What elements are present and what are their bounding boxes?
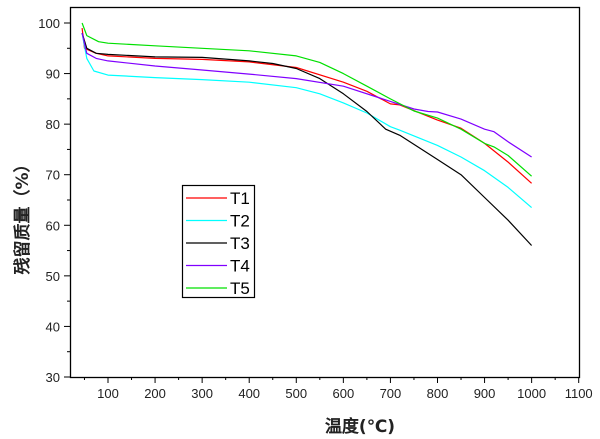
series-line-t3 xyxy=(81,32,533,246)
x-axis-label: 温度(℃) xyxy=(325,416,395,437)
series-line-t1 xyxy=(81,28,533,184)
y-tick-label: 70 xyxy=(46,168,60,183)
legend-label-t4: T4 xyxy=(230,257,250,276)
series-line-t5 xyxy=(81,22,532,177)
y-tick-label: 60 xyxy=(46,218,60,233)
y-tick-label: 30 xyxy=(46,370,60,385)
legend-label-t2: T2 xyxy=(230,212,250,231)
series-line-t4 xyxy=(81,32,532,158)
x-tick-label: 1100 xyxy=(565,386,593,401)
plot-frame xyxy=(69,6,581,379)
y-tick-label: 100 xyxy=(38,16,60,31)
x-tick-label: 800 xyxy=(427,386,449,401)
x-tick-label: 1000 xyxy=(517,386,546,401)
y-tick-label: 40 xyxy=(46,319,60,334)
y-axis-label: 残留质量（%） xyxy=(12,155,33,274)
series-line-t2 xyxy=(81,32,532,209)
legend-label-t5: T5 xyxy=(230,279,250,298)
x-tick-label: 200 xyxy=(144,386,166,401)
x-tick-label: 400 xyxy=(238,386,260,401)
y-tick-label: 90 xyxy=(46,67,60,82)
x-tick-label: 500 xyxy=(285,386,307,401)
x-tick-label: 900 xyxy=(474,386,496,401)
legend: T1 T2 T3 T4 T5 xyxy=(181,184,256,299)
x-tick-label: 600 xyxy=(332,386,354,401)
legend-label-t1: T1 xyxy=(230,189,250,208)
x-tick-label: 300 xyxy=(191,386,213,401)
legend-box xyxy=(181,184,256,299)
y-tick-label: 80 xyxy=(46,117,60,132)
y-tick-label: 50 xyxy=(46,269,60,284)
x-tick-label: 100 xyxy=(97,386,119,401)
x-tick-label: 700 xyxy=(380,386,402,401)
legend-label-t3: T3 xyxy=(230,234,250,253)
